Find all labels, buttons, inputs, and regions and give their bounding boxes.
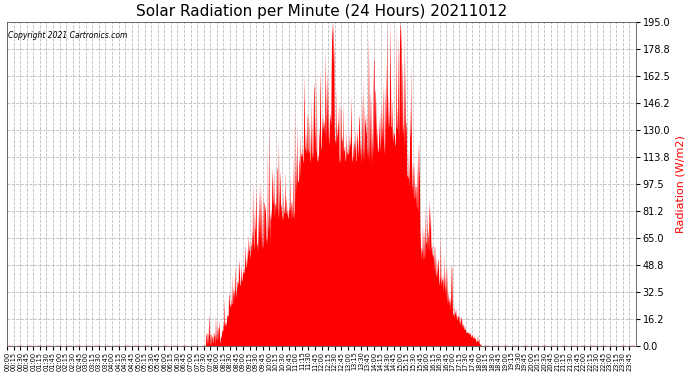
Title: Solar Radiation per Minute (24 Hours) 20211012: Solar Radiation per Minute (24 Hours) 20… (136, 4, 507, 19)
Text: Copyright 2021 Cartronics.com: Copyright 2021 Cartronics.com (8, 32, 128, 40)
Y-axis label: Radiation (W/m2): Radiation (W/m2) (676, 135, 686, 233)
